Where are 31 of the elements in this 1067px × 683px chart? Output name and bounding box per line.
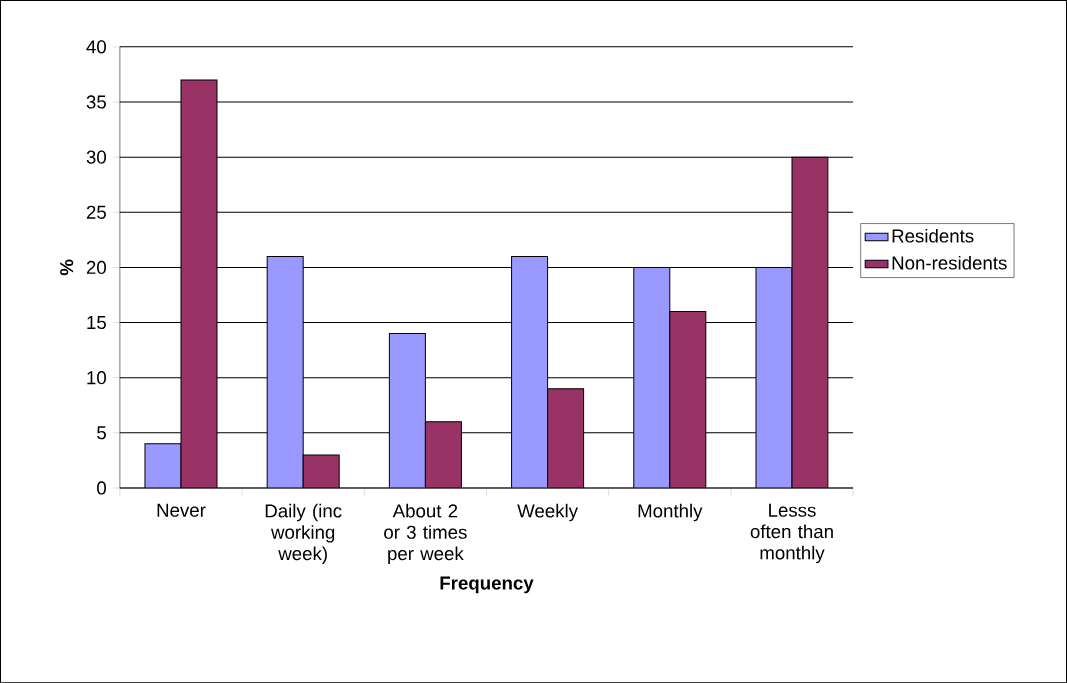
y-tick-label: 15 <box>87 316 106 330</box>
y-tick-label: 25 <box>86 205 106 219</box>
x-tick-label: Never <box>157 503 206 517</box>
y-tick-label: 5 <box>97 426 106 440</box>
x-tick-label: Monthly <box>638 503 703 522</box>
x-axis-title: Frequency <box>440 576 534 594</box>
y-tick-label: 30 <box>86 150 106 164</box>
bar <box>669 311 707 489</box>
x-tick-label: About 2 or 3 times per week <box>384 503 467 564</box>
x-tick-label: Daily (inc working week) <box>265 503 342 564</box>
bar <box>755 266 793 489</box>
bar <box>388 333 426 489</box>
bar <box>266 255 304 489</box>
x-tick-label: Lesss often than monthly <box>750 503 833 564</box>
bar <box>302 454 340 489</box>
legend-label: Residents <box>892 228 974 243</box>
y-tick-label: 35 <box>86 95 106 109</box>
bar <box>791 156 829 489</box>
bar <box>511 255 549 489</box>
legend-label: Non-residents <box>892 255 1007 270</box>
bar <box>144 443 182 489</box>
y-tick-label: 20 <box>86 260 106 275</box>
y-tick-label: 0 <box>97 481 106 495</box>
bar <box>547 388 585 489</box>
y-tick-label: 40 <box>86 40 106 54</box>
bar <box>633 266 671 489</box>
y-axis-title: % <box>60 259 74 276</box>
y-tick-label: 10 <box>87 371 106 385</box>
x-tick-label: Weekly <box>517 503 578 522</box>
bar <box>180 79 218 489</box>
bar <box>424 421 462 489</box>
